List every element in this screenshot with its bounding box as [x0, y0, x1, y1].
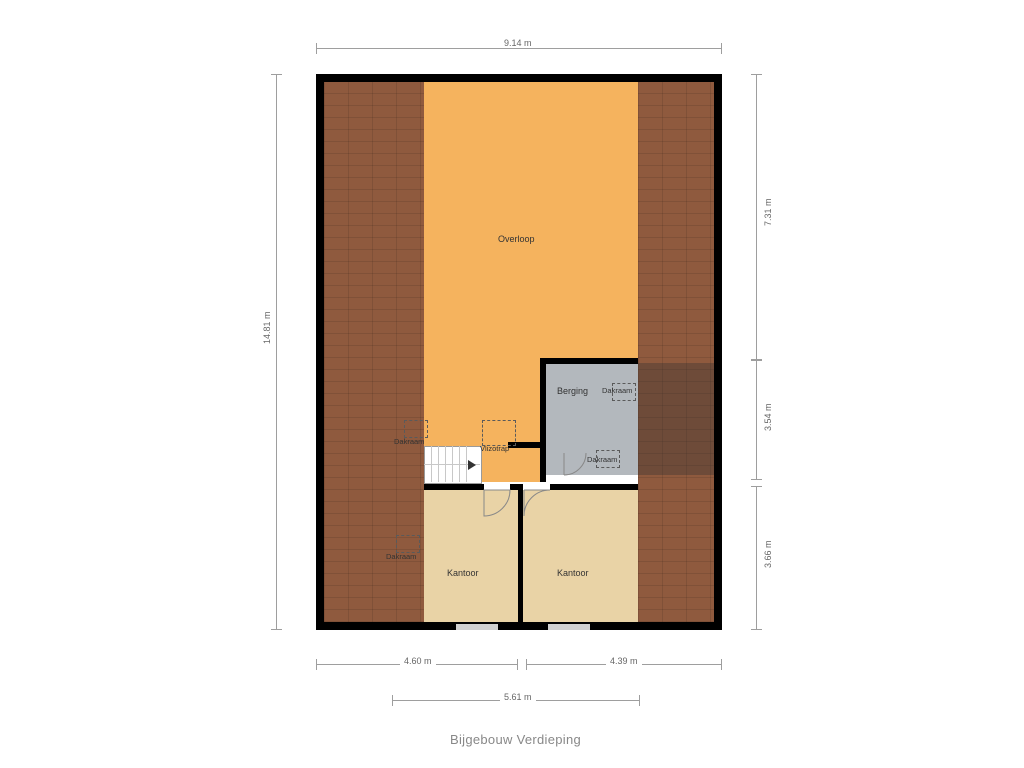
- dim-right3-label: 3.66 m: [763, 536, 773, 572]
- label-dakraam-bbot: Dakraam: [587, 455, 617, 464]
- dim-bot1-tick-r: [517, 659, 518, 670]
- dim-right2-tick-t: [751, 360, 762, 361]
- label-dakraam-btop: Dakraam: [602, 386, 632, 395]
- dim-right1-line: [756, 74, 757, 360]
- dim-top-line: [316, 48, 722, 49]
- dim-right3-tick-b: [751, 629, 762, 630]
- dim-left-tick-t: [271, 74, 282, 75]
- dim-right2-line: [756, 360, 757, 480]
- dim-top-tick-l: [316, 43, 317, 54]
- dim-bot2-tick-l: [526, 659, 527, 670]
- dim-right1-tick-t: [751, 74, 762, 75]
- dim-left-label: 14.81 m: [262, 307, 272, 348]
- dim-bot3-label: 5.61 m: [500, 692, 536, 702]
- label-vlizotrap: Vlizotrap: [480, 444, 509, 453]
- dakraam-roof2: [396, 535, 420, 553]
- dim-left-line: [276, 74, 277, 630]
- dim-bot3-tick-r: [639, 695, 640, 706]
- label-berging: Berging: [557, 386, 588, 396]
- dim-right3-tick-t: [751, 486, 762, 487]
- dim-left-tick-b: [271, 629, 282, 630]
- label-dakraam-roof2: Dakraam: [386, 552, 416, 561]
- door-arcs: [316, 74, 722, 630]
- vlizotrap-box: [482, 420, 516, 446]
- floorplan-canvas: 9.14 m 14.81 m 7.31 m 3.54 m 3.66 m 4.60…: [0, 0, 1024, 768]
- dim-top-tick-r: [721, 43, 722, 54]
- label-dakraam-left: Dakraam: [394, 437, 424, 446]
- window-kantoor-left: [456, 624, 498, 630]
- dim-right2-tick-b: [751, 479, 762, 480]
- label-kantoor1: Kantoor: [447, 568, 479, 578]
- dakraam-left: [404, 420, 428, 438]
- dim-right2-label: 3.54 m: [763, 399, 773, 435]
- dim-right1-label: 7.31 m: [763, 194, 773, 230]
- dim-top-label: 9.14 m: [500, 38, 536, 48]
- dim-right3-line: [756, 486, 757, 630]
- dim-bot2-tick-r: [721, 659, 722, 670]
- label-kantoor2: Kantoor: [557, 568, 589, 578]
- page-title: Bijgebouw Verdieping: [450, 732, 581, 747]
- label-overloop: Overloop: [498, 234, 535, 244]
- dim-bot2-label: 4.39 m: [606, 656, 642, 666]
- window-kantoor-right: [548, 624, 590, 630]
- dim-bot1-label: 4.60 m: [400, 656, 436, 666]
- dim-bot1-tick-l: [316, 659, 317, 670]
- dim-bot3-tick-l: [392, 695, 393, 706]
